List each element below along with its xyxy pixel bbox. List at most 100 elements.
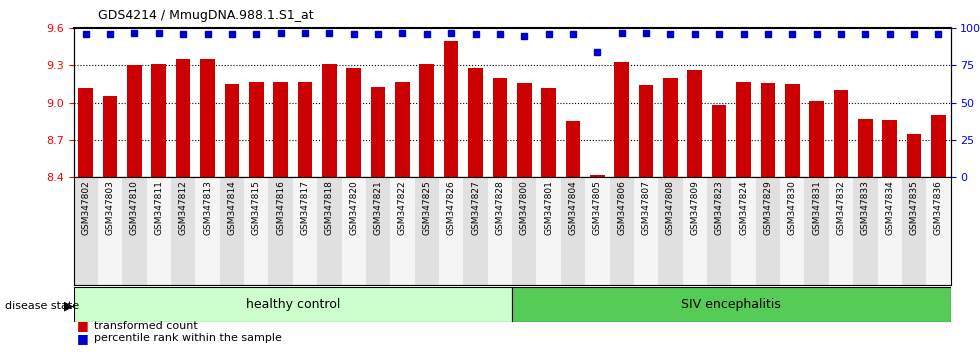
Text: GSM347801: GSM347801 [544,180,553,235]
Bar [882,120,897,177]
Bar [493,78,508,177]
Bar [127,65,142,177]
Bar [639,85,654,177]
Bar [322,64,337,177]
Bar [293,177,318,285]
Text: GSM347807: GSM347807 [642,180,651,235]
Text: GSM347802: GSM347802 [81,180,90,235]
Text: GSM347815: GSM347815 [252,180,261,235]
Bar [244,177,269,285]
Text: GSM347809: GSM347809 [690,180,700,235]
Text: GSM347803: GSM347803 [106,180,115,235]
Bar [74,177,98,285]
Text: GSM347817: GSM347817 [301,180,310,235]
Text: ■: ■ [76,332,88,344]
Text: GSM347812: GSM347812 [178,180,187,235]
Bar [341,177,366,285]
Text: SIV encephalitis: SIV encephalitis [681,298,781,311]
Text: GSM347808: GSM347808 [666,180,675,235]
Text: GSM347814: GSM347814 [227,180,236,235]
Bar [834,90,849,177]
Text: healthy control: healthy control [246,298,340,311]
Bar [318,177,341,285]
Bar [687,70,702,177]
Bar [536,177,561,285]
Bar [585,177,610,285]
Bar [78,88,93,177]
Bar [711,105,726,177]
Bar [736,82,751,177]
Text: GSM347805: GSM347805 [593,180,602,235]
Text: GSM347829: GSM347829 [763,180,772,235]
Bar [565,121,580,177]
Bar [175,59,190,177]
Text: GSM347831: GSM347831 [812,180,821,235]
Bar [760,83,775,177]
Bar [366,177,390,285]
Bar [395,82,410,177]
Text: GSM347825: GSM347825 [422,180,431,235]
Text: GSM347818: GSM347818 [324,180,334,235]
Text: GSM347813: GSM347813 [203,180,212,235]
Bar [390,177,415,285]
Text: GSM347816: GSM347816 [276,180,285,235]
Text: GSM347835: GSM347835 [909,180,918,235]
Text: GSM347820: GSM347820 [349,180,358,235]
Bar [512,177,536,285]
Bar [663,78,678,177]
Bar [683,177,707,285]
Bar [877,177,902,285]
Text: percentile rank within the sample: percentile rank within the sample [94,333,282,343]
Bar [614,62,629,177]
Bar [541,88,556,177]
Text: GSM347833: GSM347833 [860,180,870,235]
Text: GSM347828: GSM347828 [495,180,505,235]
Bar [906,134,921,177]
Text: transformed count: transformed count [94,321,198,331]
Text: GSM347834: GSM347834 [885,180,894,235]
Bar [74,287,512,322]
Bar [152,64,166,177]
Text: GSM347824: GSM347824 [739,180,748,235]
Bar [346,68,361,177]
Bar [590,175,605,177]
Text: GSM347836: GSM347836 [934,180,943,235]
Bar [780,177,805,285]
Bar [731,177,756,285]
Text: ■: ■ [76,319,88,332]
Bar [122,177,147,285]
Bar [634,177,659,285]
Bar [419,64,434,177]
Text: GSM347806: GSM347806 [617,180,626,235]
Bar [220,177,244,285]
Bar [488,177,512,285]
Bar [195,177,220,285]
Bar [516,83,531,177]
Bar [103,96,118,177]
Bar [273,82,288,177]
Bar [171,177,195,285]
Bar [249,82,264,177]
Text: GSM347800: GSM347800 [519,180,529,235]
Text: GSM347827: GSM347827 [471,180,480,235]
Bar [269,177,293,285]
Text: GSM347832: GSM347832 [837,180,846,235]
Bar [707,177,731,285]
Bar [147,177,171,285]
Bar [829,177,854,285]
Text: ▶: ▶ [64,300,74,313]
Bar [858,119,872,177]
Text: GSM347804: GSM347804 [568,180,577,235]
Text: GSM347811: GSM347811 [154,180,164,235]
Bar [561,177,585,285]
Bar [902,177,926,285]
Bar [370,86,385,177]
Bar [512,287,951,322]
Bar [805,177,829,285]
Bar [444,41,459,177]
Text: GSM347823: GSM347823 [714,180,723,235]
Bar [756,177,780,285]
Bar [200,59,215,177]
Text: disease state: disease state [5,301,79,311]
Bar [926,177,951,285]
